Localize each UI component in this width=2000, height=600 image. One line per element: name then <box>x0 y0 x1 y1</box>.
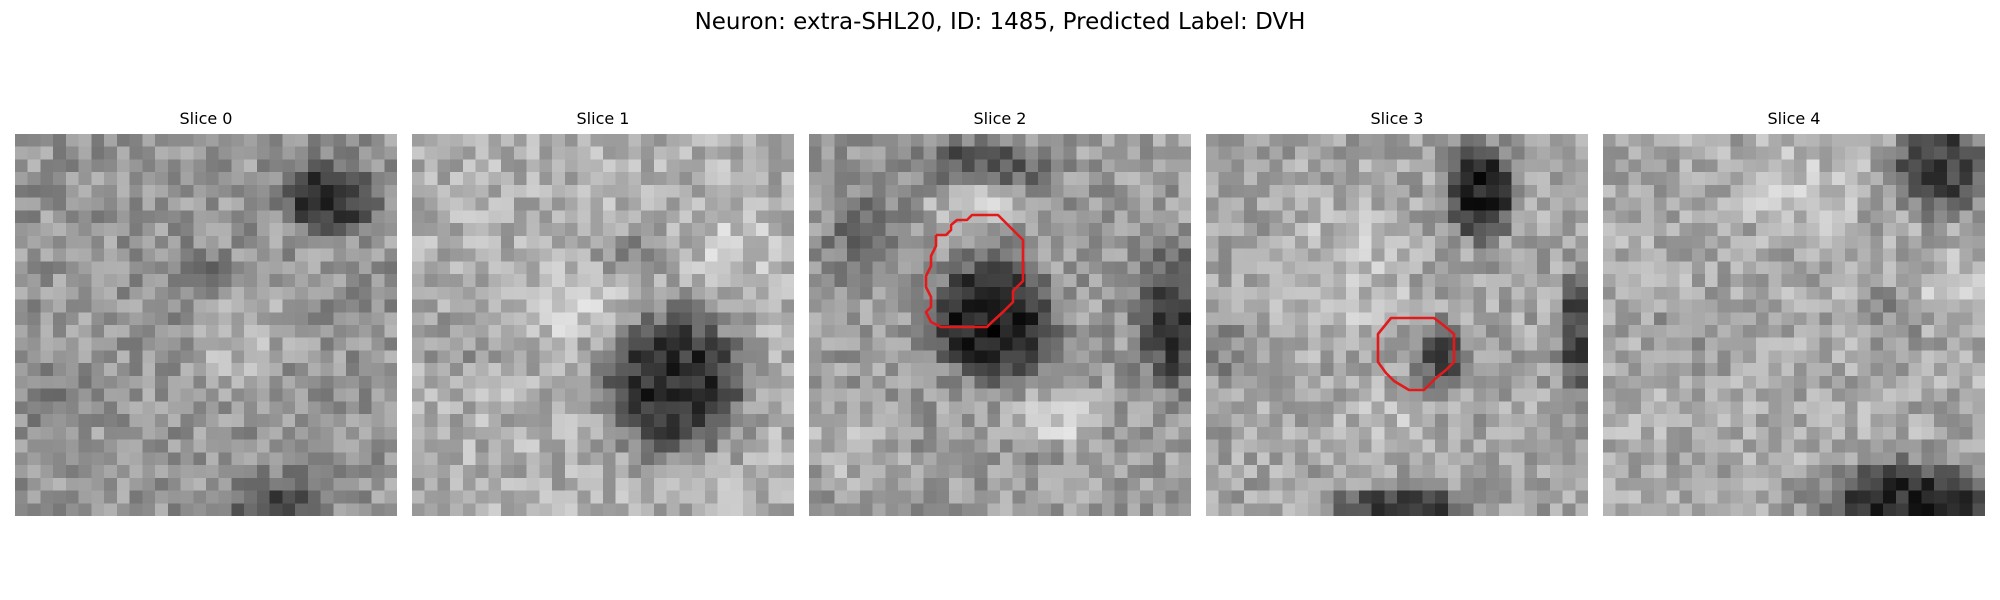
slice-image <box>1206 134 1588 516</box>
figure-title: Neuron: extra-SHL20, ID: 1485, Predicted… <box>0 6 2000 38</box>
neuron-contour <box>926 215 1023 327</box>
slice-title: Slice 1 <box>412 108 794 130</box>
slice-title: Slice 3 <box>1206 108 1588 130</box>
slice-title: Slice 2 <box>809 108 1191 130</box>
slice-panel-3: Slice 3 <box>1206 108 1588 130</box>
slice-panel-0: Slice 0 <box>15 108 397 130</box>
slice-panel-2: Slice 2 <box>809 108 1191 130</box>
grayscale-patch <box>412 134 794 516</box>
slice-title: Slice 0 <box>15 108 397 130</box>
grayscale-patch <box>1603 134 1985 516</box>
slice-image <box>809 134 1191 516</box>
neuron-contour <box>1378 318 1454 390</box>
slice-image <box>15 134 397 516</box>
segmentation-outline <box>1206 134 1588 516</box>
slice-image <box>1603 134 1985 516</box>
grayscale-patch <box>15 134 397 516</box>
slice-panel-4: Slice 4 <box>1603 108 1985 130</box>
slice-panel-1: Slice 1 <box>412 108 794 130</box>
slice-title: Slice 4 <box>1603 108 1985 130</box>
segmentation-outline <box>809 134 1191 516</box>
slice-image <box>412 134 794 516</box>
